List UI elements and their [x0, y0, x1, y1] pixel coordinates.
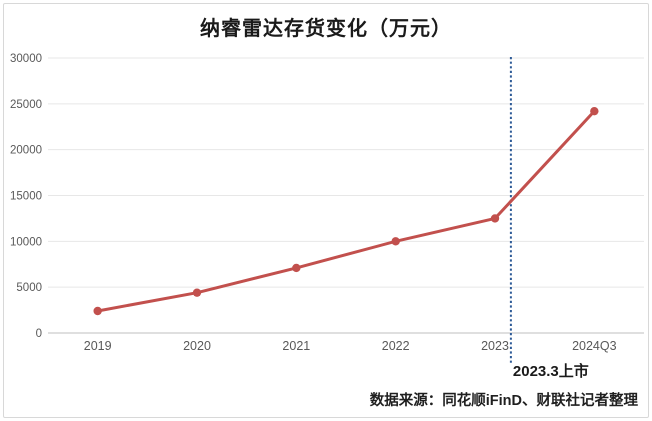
x-tick-label: 2024Q3	[572, 339, 617, 353]
x-tick-label: 2023	[481, 339, 509, 353]
x-tick-label: 2019	[84, 339, 112, 353]
y-tick-label: 30000	[10, 53, 42, 65]
chart-title: 纳睿雷达存货变化（万元）	[200, 18, 452, 40]
y-tick-label: 5000	[16, 282, 42, 294]
data-point-marker	[490, 214, 500, 223]
x-tick-label: 2022	[382, 339, 410, 353]
data-point-marker	[391, 237, 400, 246]
y-tick-label: 10000	[10, 236, 42, 248]
data-point-marker	[590, 106, 599, 116]
data-point-marker	[192, 288, 202, 297]
data-source-note: 数据来源：同花顺iFinD、财联社记者整理	[369, 393, 638, 409]
data-point-marker	[292, 263, 301, 273]
x-tick-label: 2021	[282, 339, 310, 353]
ipo-annotation-label: 2023.3上市	[512, 363, 589, 380]
y-tick-label: 25000	[10, 99, 42, 111]
data-point-marker	[93, 306, 102, 316]
y-tick-label: 20000	[10, 145, 42, 157]
series-line	[96, 109, 596, 313]
y-tick-label: 15000	[10, 191, 42, 203]
y-tick-label: 0	[36, 328, 42, 340]
x-tick-label: 2020	[183, 339, 211, 353]
